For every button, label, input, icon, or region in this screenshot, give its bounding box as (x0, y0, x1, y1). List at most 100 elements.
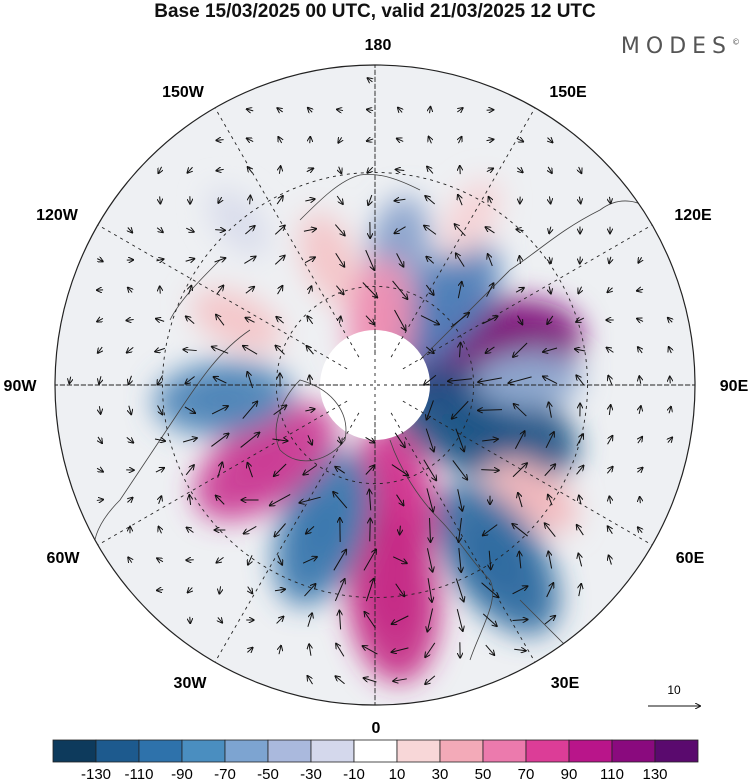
wind-arrow (549, 226, 551, 234)
colorbar-tick-label: 70 (518, 766, 535, 783)
wind-arrow (482, 316, 497, 325)
wind-arrow (96, 468, 103, 471)
colorbar-tick-label: -90 (171, 766, 193, 783)
wind-arrow (368, 78, 373, 82)
wind-arrow (304, 584, 315, 597)
wind-arrow (186, 228, 193, 232)
wind-arrow (247, 138, 254, 141)
wind-arrow (154, 439, 165, 441)
wind-arrow (129, 405, 131, 415)
wind-arrow (217, 462, 223, 478)
longitude-label-120w: 120W (36, 207, 79, 224)
wind-arrow (609, 496, 610, 504)
colorbar-swatch (396, 739, 441, 763)
meridian-line (214, 412, 360, 663)
wind-arrow (549, 402, 552, 418)
wind-arrow (216, 169, 224, 170)
wind-arrow (392, 280, 408, 299)
wind-arrow (430, 517, 431, 542)
wind-arrow (155, 468, 164, 472)
wind-arrow (250, 196, 251, 205)
wind-arrow (512, 463, 527, 478)
wind-arrow (425, 642, 436, 657)
wind-arrow (308, 108, 312, 113)
wind-arrow (638, 437, 642, 444)
wind-arrow (514, 649, 526, 651)
wind-arrow (248, 555, 252, 564)
wind-arrow (215, 230, 225, 231)
colorbar-swatch (52, 739, 97, 763)
wind-arrow (576, 318, 585, 322)
wind-arrow (668, 437, 672, 442)
wind-arrow (517, 315, 523, 325)
wind-arrow (243, 346, 258, 355)
meridian-line (402, 224, 653, 370)
wind-arrow (639, 376, 640, 384)
wind-arrow (427, 400, 434, 419)
wind-arrow (488, 254, 493, 267)
wind-arrow (157, 590, 164, 591)
wind-arrow (546, 583, 554, 598)
wind-arrow (309, 286, 312, 294)
wind-arrow (519, 256, 520, 264)
wind-arrow (333, 492, 348, 509)
wind-arrow (637, 468, 642, 473)
wind-arrow (430, 107, 431, 114)
wind-arrow (452, 400, 469, 418)
anomaly-core (214, 305, 260, 336)
wind-arrow (276, 196, 283, 205)
wind-arrow (398, 108, 402, 113)
colorbar-swatch (310, 739, 355, 763)
wind-arrow (459, 548, 461, 572)
wind-arrow (545, 523, 556, 538)
wind-arrow (606, 467, 612, 474)
wind-arrow (576, 466, 584, 475)
wind-arrow (543, 376, 558, 384)
wind-arrow (99, 406, 100, 414)
reference-vector: 10 (648, 683, 700, 706)
wind-arrow (310, 137, 311, 144)
wind-arrow (457, 108, 462, 112)
wind-arrow (307, 613, 312, 627)
longitude-label-120e: 120E (674, 207, 712, 224)
wind-arrow (336, 644, 345, 657)
wind-arrow (455, 578, 463, 602)
wind-arrow (216, 286, 224, 295)
wind-arrow (395, 199, 406, 201)
wind-arrow (305, 409, 314, 411)
wind-arrow (425, 346, 433, 353)
wind-arrow (97, 318, 104, 321)
wind-arrow (639, 406, 641, 414)
colorbar-tick-label: 50 (475, 766, 492, 783)
wind-arrow (303, 464, 317, 474)
wind-arrow (303, 229, 316, 231)
anomaly-core (223, 205, 254, 239)
meridian-line (390, 412, 536, 663)
wind-arrow (481, 582, 499, 598)
wind-arrow (508, 376, 532, 383)
wind-arrow (245, 287, 254, 294)
wind-arrow (128, 228, 132, 233)
wind-arrow (156, 319, 165, 322)
wind-arrow (242, 401, 257, 419)
wind-arrow (458, 137, 461, 144)
wind-arrow (395, 583, 405, 596)
wind-arrow (392, 615, 409, 624)
wind-arrow (184, 406, 195, 413)
wind-vectors (69, 78, 672, 684)
wind-arrow (308, 435, 312, 444)
wind-arrow (278, 555, 282, 564)
anomaly-core (231, 433, 300, 490)
wind-arrow (240, 433, 260, 448)
wind-arrow (455, 428, 464, 452)
wind-arrow (99, 376, 101, 383)
wind-arrow (97, 259, 102, 262)
anomaly-core (439, 395, 530, 454)
colorbar-swatch (654, 739, 699, 763)
wind-arrow (516, 229, 524, 230)
wind-arrow (608, 526, 613, 534)
wind-arrow (338, 137, 341, 142)
pole-region (320, 330, 430, 440)
wind-arrow (365, 465, 374, 475)
wind-arrow (425, 196, 436, 205)
